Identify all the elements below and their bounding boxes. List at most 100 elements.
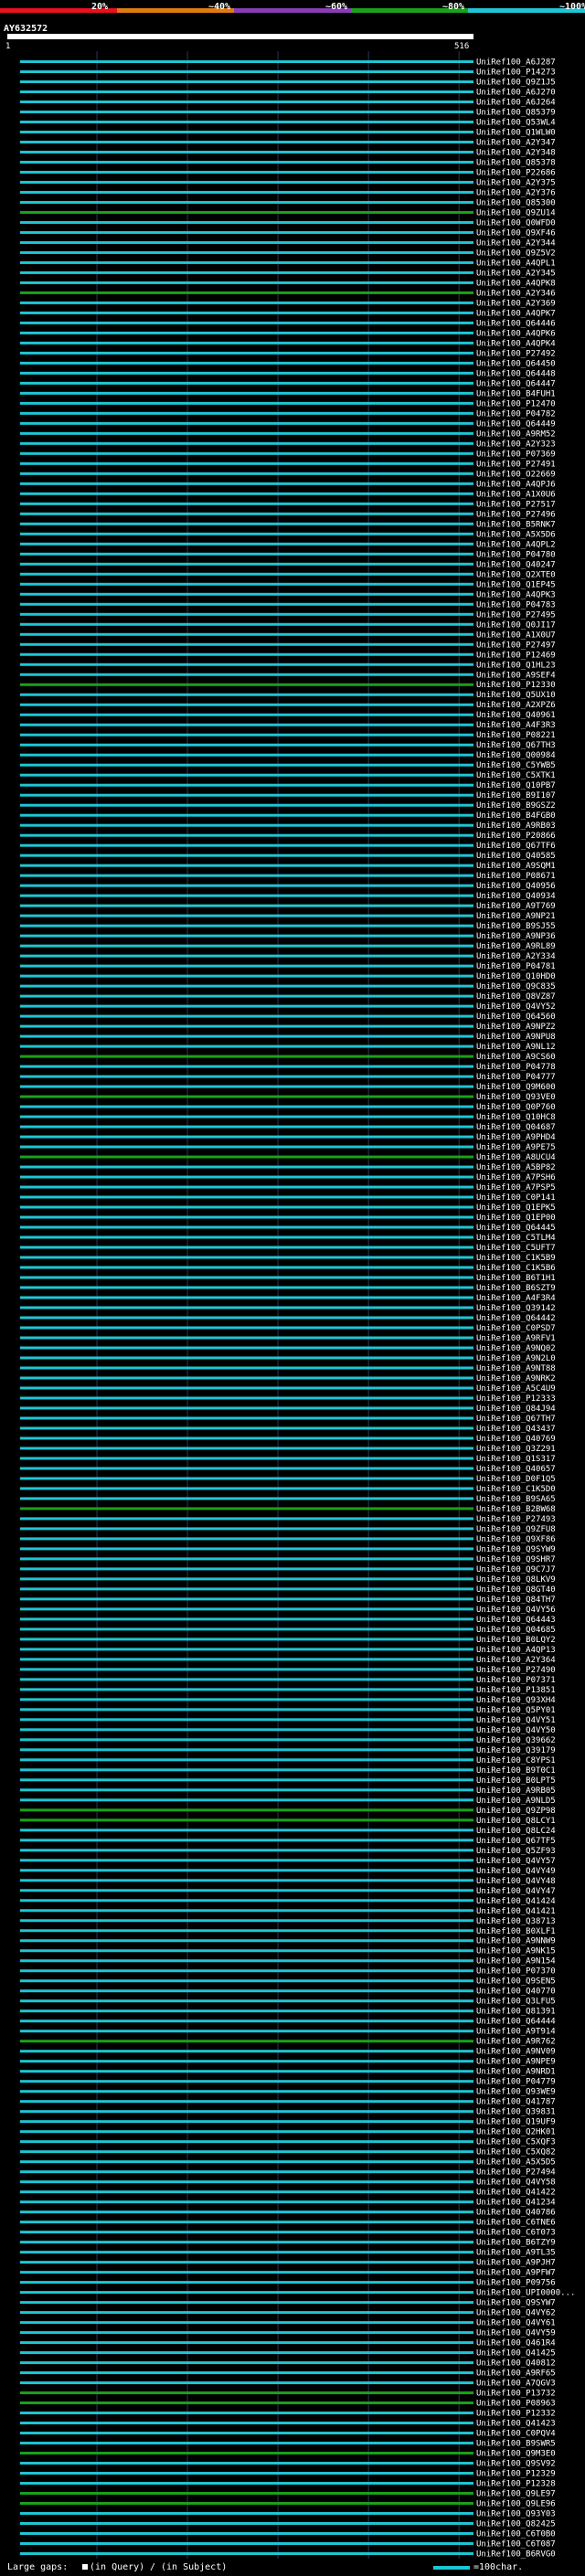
hit-label[interactable]: UniRef100_A2Y345 — [476, 269, 556, 278]
hit-label[interactable]: UniRef100_Q9LE96 — [476, 2500, 556, 2509]
hit-label[interactable]: UniRef100_Q40247 — [476, 560, 556, 569]
hit-label[interactable]: UniRef100_A9NL12 — [476, 1043, 556, 1052]
hit-label[interactable]: UniRef100_A2Y348 — [476, 148, 556, 157]
hit-label[interactable]: UniRef100_Q64450 — [476, 359, 556, 368]
hit-label[interactable]: UniRef100_A9RF65 — [476, 2369, 556, 2379]
hit-label[interactable]: UniRef100_A9NQ02 — [476, 1344, 556, 1353]
hit-label[interactable]: UniRef100_A7PSP5 — [476, 1183, 556, 1193]
hit-label[interactable]: UniRef100_Q10HC8 — [476, 1113, 556, 1122]
hit-label[interactable]: UniRef100_Q43437 — [476, 1425, 556, 1434]
hit-label[interactable]: UniRef100_Q41787 — [476, 2098, 556, 2107]
hit-label[interactable]: UniRef100_Q84TH7 — [476, 1595, 556, 1605]
hit-label[interactable]: UniRef100_Q64443 — [476, 1616, 556, 1625]
hit-label[interactable]: UniRef100_B9T0C1 — [476, 1766, 556, 1776]
hit-label[interactable]: UniRef100_A4QPK7 — [476, 309, 556, 318]
hit-label[interactable]: UniRef100_C1K5B9 — [476, 1254, 556, 1263]
hit-label[interactable]: UniRef100_B4FUH1 — [476, 389, 556, 398]
hit-label[interactable]: UniRef100_C5XTK1 — [476, 771, 556, 780]
hit-label[interactable]: UniRef100_P12469 — [476, 651, 556, 660]
hit-label[interactable]: UniRef100_Q41421 — [476, 1907, 556, 1916]
hit-label[interactable]: UniRef100_A4QPL1 — [476, 259, 556, 268]
hit-label[interactable]: UniRef100_Q84J94 — [476, 1405, 556, 1414]
hit-label[interactable]: UniRef100_Q9M600 — [476, 1083, 556, 1092]
hit-label[interactable]: UniRef100_Q00984 — [476, 751, 556, 760]
hit-label[interactable]: UniRef100_B6SZT9 — [476, 1284, 556, 1293]
hit-label[interactable]: UniRef100_P04779 — [476, 2078, 556, 2087]
hit-label[interactable]: UniRef100_Q64448 — [476, 369, 556, 378]
hit-label[interactable]: UniRef100_P12330 — [476, 681, 556, 690]
hit-label[interactable]: UniRef100_A4F3R3 — [476, 721, 556, 730]
hit-label[interactable]: UniRef100_Q64446 — [476, 319, 556, 328]
hit-label[interactable]: UniRef100_Q5ZF93 — [476, 1847, 556, 1856]
hit-label[interactable]: UniRef100_C0P141 — [476, 1193, 556, 1203]
hit-label[interactable]: UniRef100_Q4VY48 — [476, 1877, 556, 1886]
hit-label[interactable]: UniRef100_Q9C835 — [476, 982, 556, 991]
hit-label[interactable]: UniRef100_Q40812 — [476, 2359, 556, 2369]
hit-label[interactable]: UniRef100_P04780 — [476, 550, 556, 559]
hit-label[interactable]: UniRef100_B6TZY9 — [476, 2239, 556, 2248]
hit-label[interactable]: UniRef100_B0LPT5 — [476, 1776, 556, 1786]
hit-label[interactable]: UniRef100_C5UFT7 — [476, 1244, 556, 1253]
hit-label[interactable]: UniRef100_P27517 — [476, 500, 556, 509]
hit-label[interactable]: UniRef100_C5YWB5 — [476, 761, 556, 770]
hit-label[interactable]: UniRef100_Q9SYW7 — [476, 2299, 556, 2308]
hit-label[interactable]: UniRef100_C0PSD7 — [476, 1324, 556, 1333]
hit-label[interactable]: UniRef100_Q2XTE0 — [476, 570, 556, 579]
hit-label[interactable]: UniRef100_Q4VY62 — [476, 2309, 556, 2318]
hit-label[interactable]: UniRef100_Q2HK01 — [476, 2128, 556, 2137]
hit-label[interactable]: UniRef100_P07369 — [476, 450, 556, 459]
hit-label[interactable]: UniRef100_P07370 — [476, 1967, 556, 1977]
hit-label[interactable]: UniRef100_Q3Z291 — [476, 1445, 556, 1454]
hit-label[interactable]: UniRef100_A9NK15 — [476, 1947, 556, 1956]
hit-label[interactable]: UniRef100_Q9ZU14 — [476, 208, 556, 217]
hit-label[interactable]: UniRef100_A5BP82 — [476, 1163, 556, 1172]
hit-label[interactable]: UniRef100_Q85379 — [476, 108, 556, 117]
hit-label[interactable]: UniRef100_B4FGB0 — [476, 811, 556, 821]
hit-label[interactable]: UniRef100_A2Y346 — [476, 289, 556, 298]
hit-label[interactable]: UniRef100_Q04685 — [476, 1626, 556, 1635]
hit-label[interactable]: UniRef100_Q8LC24 — [476, 1827, 556, 1836]
hit-label[interactable]: UniRef100_A4QPL2 — [476, 540, 556, 549]
hit-label[interactable]: UniRef100_O22669 — [476, 470, 556, 479]
hit-label[interactable]: UniRef100_A2XPZ6 — [476, 701, 556, 710]
hit-label[interactable]: UniRef100_Q9XF46 — [476, 228, 556, 238]
hit-label[interactable]: UniRef100_A9SQM1 — [476, 862, 556, 871]
hit-label[interactable]: UniRef100_Q04687 — [476, 1123, 556, 1132]
hit-label[interactable]: UniRef100_A9CS60 — [476, 1053, 556, 1062]
hit-label[interactable]: UniRef100_C8YPS1 — [476, 1756, 556, 1765]
hit-label[interactable]: UniRef100_P12328 — [476, 2480, 556, 2489]
hit-label[interactable]: UniRef100_Q40585 — [476, 852, 556, 861]
hit-label[interactable]: UniRef100_Q93WE9 — [476, 2088, 556, 2097]
hit-label[interactable]: UniRef100_A9RFV1 — [476, 1334, 556, 1343]
hit-label[interactable]: UniRef100_Q9C7J7 — [476, 1565, 556, 1574]
hit-label[interactable]: UniRef100_Q9XF86 — [476, 1535, 556, 1544]
hit-label[interactable]: UniRef100_B6T1H1 — [476, 1274, 556, 1283]
hit-label[interactable]: UniRef100_A9N154 — [476, 1957, 556, 1966]
hit-label[interactable]: UniRef100_Q9SYW9 — [476, 1545, 556, 1554]
hit-label[interactable]: UniRef100_A6J287 — [476, 58, 556, 67]
hit-label[interactable]: UniRef100_UPI0000... — [476, 2289, 575, 2298]
hit-label[interactable]: UniRef100_Q4VY47 — [476, 1887, 556, 1896]
hit-label[interactable]: UniRef100_P27490 — [476, 1666, 556, 1675]
hit-label[interactable]: UniRef100_Q8LKV9 — [476, 1575, 556, 1585]
hit-label[interactable]: UniRef100_Q64444 — [476, 2018, 556, 2027]
hit-label[interactable]: UniRef100_C6T0B0 — [476, 2530, 556, 2539]
hit-label[interactable]: UniRef100_A9RB05 — [476, 1786, 556, 1796]
hit-label[interactable]: UniRef100_C6TNE6 — [476, 2219, 556, 2228]
hit-label[interactable]: UniRef100_Q4VY58 — [476, 2178, 556, 2188]
hit-label[interactable]: UniRef100_C1K5D0 — [476, 1485, 556, 1494]
hit-label[interactable]: UniRef100_A9T914 — [476, 2028, 556, 2037]
hit-label[interactable]: UniRef100_A1X0U7 — [476, 631, 556, 640]
hit-label[interactable]: UniRef100_A9NT88 — [476, 1364, 556, 1373]
hit-label[interactable]: UniRef100_Q3LFU5 — [476, 1998, 556, 2007]
hit-label[interactable]: UniRef100_A9NRK2 — [476, 1374, 556, 1383]
hit-label[interactable]: UniRef100_Q41234 — [476, 2199, 556, 2208]
hit-label[interactable]: UniRef100_Q4VY59 — [476, 2329, 556, 2338]
hit-label[interactable]: UniRef100_P08963 — [476, 2400, 556, 2409]
hit-label[interactable]: UniRef100_P27496 — [476, 510, 556, 519]
hit-label[interactable]: UniRef100_Q9SV92 — [476, 2460, 556, 2469]
hit-label[interactable]: UniRef100_A8UCU4 — [476, 1153, 556, 1162]
hit-label[interactable]: UniRef100_Q85378 — [476, 158, 556, 167]
hit-label[interactable]: UniRef100_Q0JI17 — [476, 620, 556, 630]
hit-label[interactable]: UniRef100_Q64442 — [476, 1314, 556, 1323]
